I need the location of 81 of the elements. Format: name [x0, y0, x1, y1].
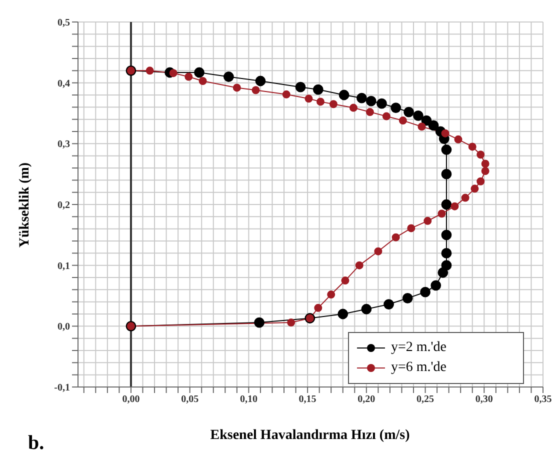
point: [252, 86, 260, 94]
point: [424, 216, 432, 225]
y-tick-label: 0,0: [58, 322, 70, 333]
y-tick-label: 0,3: [58, 139, 70, 150]
point: [428, 120, 439, 131]
point: [341, 276, 350, 285]
y-tick-label: -0,1: [54, 382, 70, 394]
point: [438, 210, 446, 218]
point: [468, 142, 476, 151]
x-tick-label: 0,00: [122, 394, 140, 406]
point: [366, 96, 376, 106]
point: [476, 177, 485, 186]
point: [384, 299, 394, 310]
y-tick-label: 0,1: [58, 260, 70, 272]
point: [327, 290, 336, 299]
point: [366, 108, 374, 116]
point: [255, 76, 266, 86]
point: [304, 94, 313, 103]
point: [481, 160, 490, 168]
point: [374, 247, 382, 256]
x-tick-label: 0,25: [416, 394, 434, 406]
point: [481, 167, 490, 176]
point: [316, 98, 325, 106]
point: [295, 82, 306, 92]
point: [254, 317, 264, 328]
point: [404, 106, 414, 118]
point: [441, 144, 452, 155]
point: [470, 184, 479, 193]
point: [232, 84, 241, 92]
point: [314, 304, 322, 312]
point: [392, 233, 400, 242]
y-tick-label: 0,2: [58, 200, 70, 212]
point: [441, 129, 450, 138]
point: [438, 267, 448, 278]
point: [390, 102, 402, 113]
y-tick-label: 0,5: [58, 18, 70, 29]
point: [184, 72, 193, 81]
point: [146, 66, 154, 75]
x-axis-title: Eksenel Havalandırma Hızı (m/s): [209, 428, 411, 444]
point: [361, 304, 372, 314]
point: [349, 104, 358, 112]
point: [402, 292, 413, 304]
point: [329, 100, 338, 108]
point: [450, 202, 459, 210]
point: [441, 248, 452, 258]
point: [338, 308, 348, 320]
point: [398, 116, 407, 125]
point: [223, 72, 234, 82]
point: [476, 150, 485, 159]
point: [169, 69, 178, 78]
legend-label: y=6 m.'de: [391, 360, 447, 376]
point: [413, 110, 424, 121]
point: [407, 224, 416, 232]
x-tick-label: 0,30: [475, 394, 493, 406]
y-tick-label: 0,4: [58, 78, 70, 90]
text: b.: [28, 432, 44, 455]
x-tick-label: 0,10: [240, 394, 258, 406]
point: [198, 77, 207, 86]
point: [461, 194, 470, 202]
point: [356, 92, 367, 104]
point: [430, 280, 442, 291]
point: [282, 90, 290, 98]
point: [312, 84, 324, 95]
x-tick-label: 0,35: [534, 394, 552, 406]
point: [355, 261, 364, 270]
point: [376, 98, 387, 109]
point: [441, 230, 452, 240]
point: [454, 135, 462, 144]
legend-label: y=2 m.'de: [391, 340, 447, 356]
point: [418, 122, 426, 131]
x-tick-label: 0,20: [358, 394, 376, 406]
x-tick-label: 0,15: [298, 394, 316, 406]
x-tick-label: 0,05: [181, 394, 199, 406]
point: [382, 112, 390, 120]
point: [441, 168, 452, 180]
point: [194, 67, 204, 78]
point: [338, 90, 350, 100]
point: [441, 199, 452, 210]
y-axis-title: Yükseklik (m): [18, 162, 34, 248]
point: [287, 318, 296, 327]
point: [420, 286, 430, 298]
